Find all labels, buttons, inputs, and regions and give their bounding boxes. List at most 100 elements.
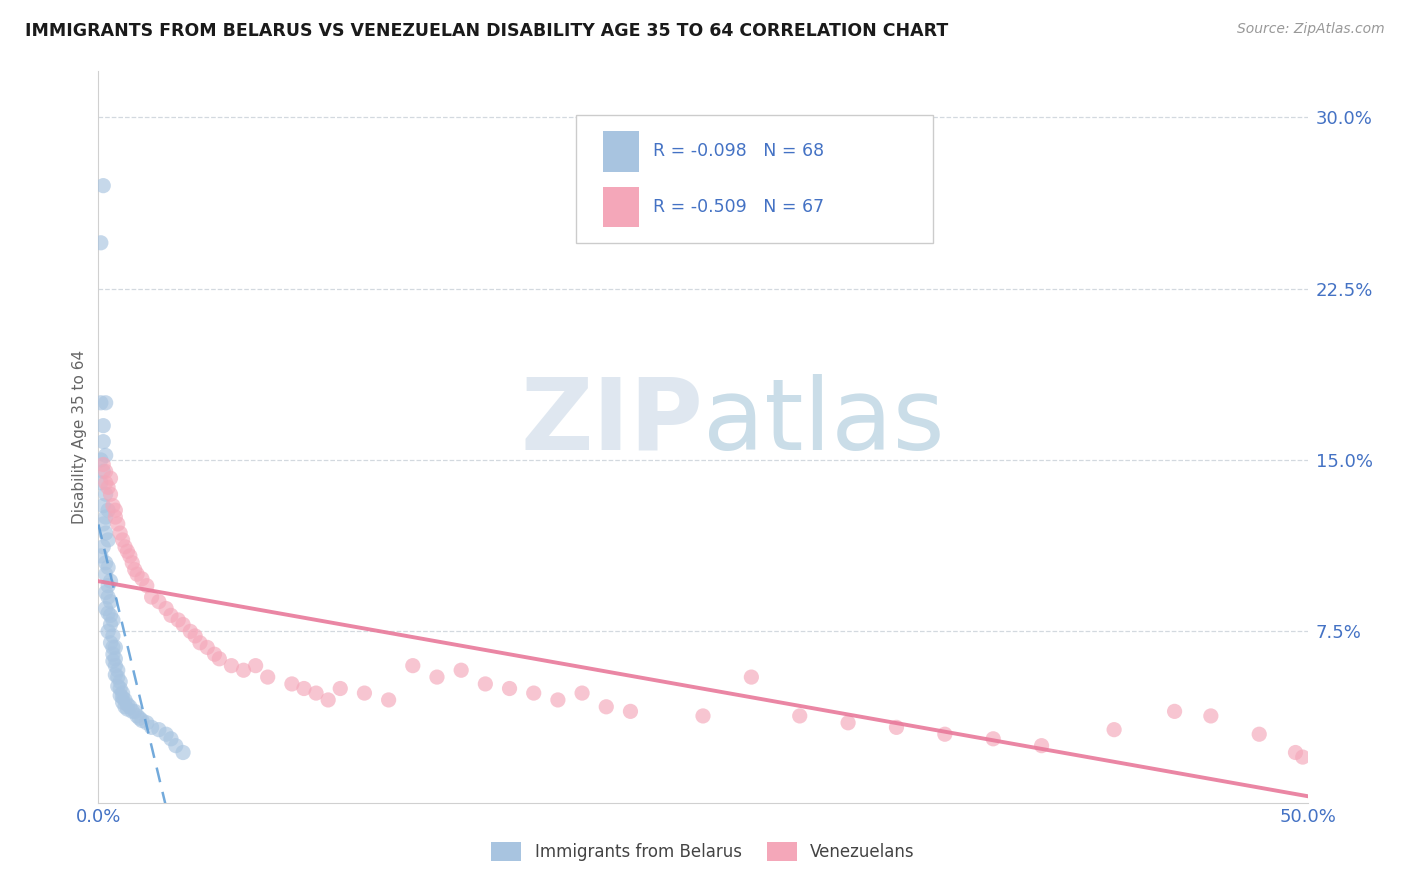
Point [91, 516, 114, 531]
Point [124, 705, 146, 719]
Point [692, 709, 714, 723]
Point [316, 693, 339, 707]
Point [118, 699, 141, 714]
Point [1249, 727, 1271, 741]
Point [1199, 709, 1222, 723]
Point [97, 590, 120, 604]
Text: R = -0.509   N = 67: R = -0.509 N = 67 [654, 198, 824, 216]
Point [118, 549, 141, 563]
Point [1292, 750, 1315, 764]
Point [90, 549, 112, 563]
Point [108, 674, 131, 689]
Point [100, 617, 122, 632]
Point [124, 563, 146, 577]
Point [1102, 723, 1125, 737]
Point [208, 652, 231, 666]
Point [167, 613, 190, 627]
Point [104, 652, 127, 666]
Point [1284, 746, 1306, 760]
Point [91, 458, 114, 472]
Point [97, 560, 120, 574]
Point [108, 681, 131, 696]
Point [101, 640, 124, 655]
Point [108, 526, 131, 541]
Point [100, 487, 122, 501]
Point [101, 647, 124, 661]
Point [450, 663, 472, 677]
Point [131, 572, 153, 586]
Point [619, 705, 641, 719]
Point [101, 499, 124, 513]
Point [114, 540, 136, 554]
Point [172, 746, 194, 760]
Point [107, 670, 129, 684]
Point [377, 693, 399, 707]
Point [100, 595, 122, 609]
Point [97, 606, 120, 620]
Point [256, 670, 278, 684]
Text: R = -0.098   N = 68: R = -0.098 N = 68 [654, 143, 824, 161]
Point [934, 727, 956, 741]
Point [165, 739, 187, 753]
Point [111, 533, 134, 547]
Point [97, 480, 120, 494]
Point [100, 636, 122, 650]
Point [94, 396, 117, 410]
Point [91, 434, 114, 449]
Point [1163, 705, 1185, 719]
Point [94, 556, 117, 570]
Point [111, 695, 134, 709]
Point [91, 178, 114, 193]
Point [184, 629, 207, 643]
Point [155, 727, 177, 741]
FancyBboxPatch shape [576, 115, 932, 244]
Point [111, 686, 134, 700]
Text: atlas: atlas [703, 374, 945, 471]
Point [160, 608, 183, 623]
Point [789, 709, 811, 723]
Point [128, 711, 150, 725]
Point [94, 526, 117, 541]
Point [172, 617, 194, 632]
Point [117, 702, 139, 716]
Point [100, 608, 122, 623]
Point [160, 731, 183, 746]
Point [329, 681, 352, 696]
Point [94, 510, 117, 524]
Point [127, 567, 149, 582]
Point [100, 574, 122, 588]
Point [131, 714, 153, 728]
Text: Source: ZipAtlas.com: Source: ZipAtlas.com [1237, 22, 1385, 37]
Point [90, 453, 112, 467]
Point [101, 654, 124, 668]
Point [1031, 739, 1053, 753]
Point [94, 567, 117, 582]
Point [148, 723, 170, 737]
Point [94, 487, 117, 501]
Point [107, 679, 129, 693]
Point [402, 658, 425, 673]
Point [94, 449, 117, 463]
Y-axis label: Disability Age 35 to 64: Disability Age 35 to 64 [72, 350, 87, 524]
Point [547, 693, 569, 707]
Point [108, 689, 131, 703]
Point [97, 503, 120, 517]
Point [571, 686, 593, 700]
Point [135, 715, 157, 730]
Point [281, 677, 304, 691]
Point [141, 590, 163, 604]
Point [195, 640, 218, 655]
Point [117, 544, 139, 558]
Point [353, 686, 375, 700]
Point [179, 624, 201, 639]
Point [837, 715, 859, 730]
Point [740, 670, 762, 684]
Point [107, 516, 129, 531]
Point [114, 693, 136, 707]
Point [498, 681, 520, 696]
Point [595, 699, 617, 714]
Bar [603, 187, 638, 227]
Point [127, 709, 149, 723]
Point [141, 720, 163, 734]
Point [523, 686, 546, 700]
